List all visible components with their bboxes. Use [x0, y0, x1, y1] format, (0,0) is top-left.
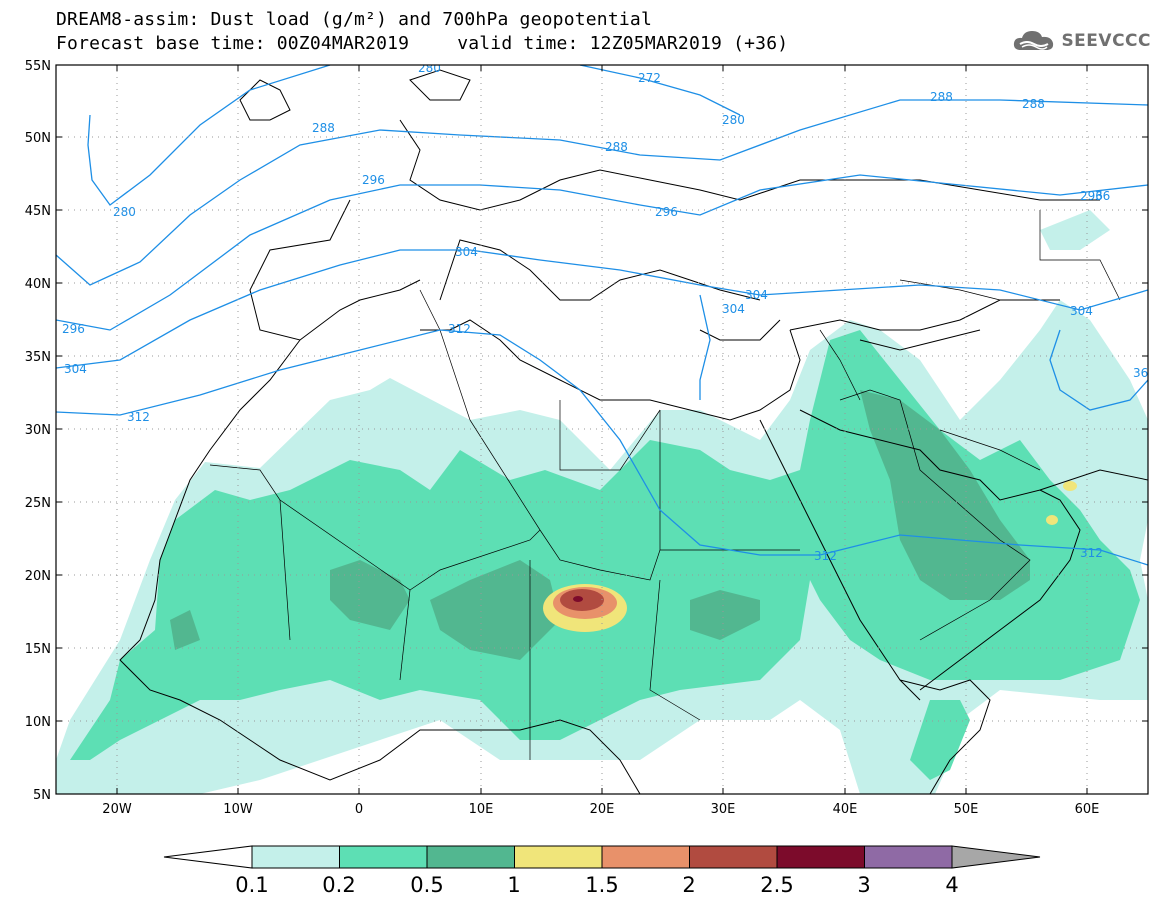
- colorbar-box: [514, 845, 603, 869]
- map-title: DREAM8-assim: Dust load (g/m²) and 700hP…: [56, 9, 652, 30]
- contour-label: 36: [1095, 189, 1110, 203]
- lon-label: 10E: [469, 802, 494, 817]
- colorbar-box: [689, 845, 778, 869]
- contour-label: 288: [312, 121, 335, 135]
- longitude-labels: 20W 10W 0 10E 20E 30E 40E 50E 60E: [102, 802, 1099, 817]
- map-time-info: Forecast base time: 00Z04MAR2019 valid ti…: [56, 33, 788, 54]
- colorbar-label: 0.1: [235, 873, 268, 897]
- colorbar: 0.1 0.2 0.5 1 1.5 2 2.5 3 4: [163, 845, 1041, 897]
- colorbar-box: [776, 845, 865, 869]
- dust-hotspot: [543, 481, 1077, 632]
- graticule: [56, 65, 1148, 794]
- colorbar-box: [251, 845, 340, 869]
- colorbar-label: 3: [857, 873, 870, 897]
- seevccc-logo: SEEVCCC: [1011, 28, 1151, 54]
- lon-label: 20W: [102, 802, 132, 817]
- colorbar-boxes: [251, 845, 953, 869]
- lon-label: 60E: [1075, 802, 1100, 817]
- lat-label: 35N: [25, 350, 51, 365]
- lat-label: 30N: [25, 423, 51, 438]
- contour-label: 288: [1022, 97, 1045, 111]
- contour-label: 304: [64, 362, 87, 376]
- lat-label: 20N: [25, 569, 51, 584]
- contour-label: 304: [745, 288, 768, 302]
- lon-label: 30E: [711, 802, 736, 817]
- latitude-labels: 5N 10N 15N 20N 25N 30N 35N 40N 45N 50N 5…: [25, 59, 51, 803]
- forecast-base-time: Forecast base time: 00Z04MAR2019: [56, 33, 410, 54]
- lat-label: 55N: [25, 59, 51, 74]
- valid-time: valid time: 12Z05MAR2019 (+36): [457, 33, 789, 54]
- lat-label: 25N: [25, 496, 51, 511]
- colorbar-high-arrow: [951, 845, 1041, 869]
- colorbar-label: 2: [682, 873, 695, 897]
- country-borders: [209, 210, 1121, 760]
- colorbar-label: 4: [945, 873, 958, 897]
- colorbar-box: [426, 845, 515, 869]
- contour-label: 296: [362, 173, 385, 187]
- contour-label: 280: [722, 113, 745, 127]
- contour-label: 296: [62, 322, 85, 336]
- colorbar-label: 0.2: [322, 873, 355, 897]
- lat-label: 10N: [25, 715, 51, 730]
- lat-label: 40N: [25, 277, 51, 292]
- colorbar-labels: 0.1 0.2 0.5 1 1.5 2 2.5 3 4: [235, 873, 958, 897]
- contour-label: 312: [1080, 546, 1103, 560]
- contour-label: 312: [814, 549, 837, 563]
- colorbar-box: [601, 845, 690, 869]
- contour-label: 288: [930, 90, 953, 104]
- axis-ticks: [56, 64, 1148, 795]
- colorbar-box: [864, 845, 953, 869]
- lon-label: 20E: [590, 802, 615, 817]
- lon-label: 0: [355, 802, 363, 817]
- dust-dark-band: [170, 390, 1030, 660]
- colorbar-label: 1.5: [585, 873, 618, 897]
- contour-label: 304: [722, 302, 745, 316]
- contour-label: 272: [638, 71, 661, 85]
- cloud-icon: [1014, 31, 1054, 50]
- contour-label: 296: [655, 205, 678, 219]
- contour-label: 280: [113, 205, 136, 219]
- colorbar-label: 0.5: [410, 873, 443, 897]
- contour-labels: 280 272 288 280 288 280 288 296 296 296 …: [62, 61, 1148, 563]
- lon-label: 10W: [223, 802, 253, 817]
- geopotential-contours: [56, 65, 1148, 566]
- contour-label: 304: [455, 245, 478, 259]
- lat-label: 15N: [25, 642, 51, 657]
- map-plot-area: 280 272 288 280 288 280 288 296 296 296 …: [56, 61, 1148, 794]
- dust-medium-band: [70, 330, 1140, 780]
- contour-label: 312: [448, 322, 471, 336]
- coastlines: [119, 69, 1148, 794]
- lat-label: 50N: [25, 131, 51, 146]
- colorbar-box: [339, 845, 428, 869]
- colorbar-label: 2.5: [760, 873, 793, 897]
- logo-text: SEEVCCC: [1061, 31, 1151, 51]
- lat-label: 45N: [25, 204, 51, 219]
- contour-label: 36: [1133, 366, 1148, 380]
- contour-label: 304: [1070, 304, 1093, 318]
- lon-label: 50E: [954, 802, 979, 817]
- contour-label: 280: [418, 61, 441, 75]
- lat-label: 5N: [33, 788, 51, 803]
- contour-label: 296: [1080, 189, 1103, 203]
- colorbar-low-arrow: [163, 845, 253, 869]
- lon-label: 40E: [833, 802, 858, 817]
- contour-label: 288: [605, 140, 628, 154]
- colorbar-label: 1: [507, 873, 520, 897]
- contour-label: 312: [127, 410, 150, 424]
